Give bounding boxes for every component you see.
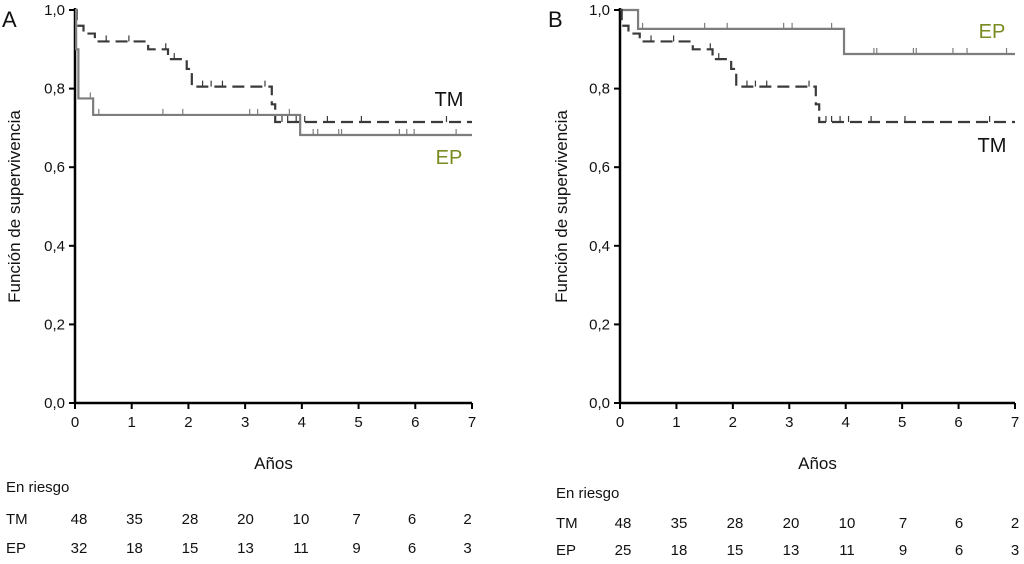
risk-cell: 13 [783,542,800,559]
y-tick-label: 1,0 [589,2,610,19]
series-label-ep: EP [436,147,463,169]
risk-cell: 20 [237,511,254,528]
risk-row-label: TM [6,511,28,528]
risk-cell: 35 [126,511,143,528]
risk-cell: 6 [955,515,963,532]
risk-table-title: En riesgo [6,479,69,496]
risk-cell: 6 [408,540,416,557]
x-tick-label: 0 [71,414,79,431]
x-axis-label: Años [798,454,837,473]
series-line-tm [620,8,1015,124]
y-tick-label: 0,8 [44,81,65,98]
risk-cell: 13 [237,540,254,557]
series-line-ep [75,8,472,137]
risk-cell: 48 [71,511,88,528]
x-tick-label: 2 [729,414,737,431]
series-label-tm: TM [978,135,1007,157]
risk-row-label: EP [556,542,576,559]
y-tick-label: 0,0 [44,395,65,412]
x-tick-label: 6 [411,414,419,431]
x-tick-label: 3 [785,414,793,431]
risk-cell: 20 [783,515,800,532]
risk-cell: 6 [955,542,963,559]
x-tick-label: 7 [468,414,476,431]
risk-cell: 28 [182,511,199,528]
y-tick-label: 1,0 [44,2,65,19]
risk-row-label: TM [556,515,578,532]
series-line-ep [620,8,1015,56]
risk-cell: 28 [727,515,744,532]
risk-cell: 2 [1011,515,1019,532]
x-tick-label: 0 [616,414,624,431]
panel-label: B [548,7,563,32]
risk-cell: 9 [352,540,360,557]
panel-B: B 0,0 0,2 0,4 0,6 0,8 1,0 0 1 2 3 4 5 6 7 Años Función d… [548,2,1019,559]
x-tick-label: 3 [241,414,249,431]
risk-cell: 6 [408,511,416,528]
x-tick-label: 1 [128,414,136,431]
risk-cell: 9 [899,542,907,559]
y-axis-label: Función de supervivencia [5,110,24,303]
risk-cell: 25 [615,542,632,559]
y-tick-label: 0,4 [589,238,610,255]
x-tick-label: 5 [898,414,906,431]
series-label-tm: TM [435,89,464,111]
risk-table-title: En riesgo [556,485,619,502]
x-tick-label: 2 [184,414,192,431]
y-tick-label: 0,6 [589,159,610,176]
y-tick-label: 0,4 [44,238,65,255]
risk-cell: 35 [671,515,688,532]
risk-cell: 18 [671,542,688,559]
y-tick-label: 0,6 [44,159,65,176]
x-tick-label: 6 [954,414,962,431]
risk-cell: 32 [71,540,88,557]
risk-cell: 10 [839,515,856,532]
x-tick-label: 4 [842,414,850,431]
risk-cell: 11 [839,542,855,559]
risk-cell: 10 [293,511,310,528]
risk-cell: 15 [182,540,199,557]
y-tick-label: 0,0 [589,395,610,412]
risk-cell: 3 [1011,542,1019,559]
risk-cell: 18 [126,540,143,557]
y-tick-label: 0,2 [44,316,65,333]
y-tick-label: 0,2 [589,316,610,333]
risk-cell: 3 [463,540,471,557]
risk-cell: 15 [727,542,744,559]
x-axis-label: Años [254,454,293,473]
panel-label: A [2,7,17,32]
risk-row-label: EP [6,540,26,557]
risk-cell: 7 [352,511,360,528]
risk-cell: 11 [293,540,309,557]
series-label-ep: EP [979,21,1006,43]
risk-cell: 48 [615,515,632,532]
risk-cell: 2 [463,511,471,528]
series-line-tm [75,8,472,124]
x-tick-label: 4 [298,414,306,431]
x-tick-label: 5 [354,414,362,431]
panel-A: A 0,0 0,2 0,4 0,6 0,8 1,0 0 1 2 3 4 5 6 7 Años Función d… [2,2,476,557]
x-tick-label: 7 [1011,414,1019,431]
x-tick-label: 1 [672,414,680,431]
y-axis-label: Función de supervivencia [552,110,571,303]
risk-cell: 7 [899,515,907,532]
y-tick-label: 0,8 [589,81,610,98]
